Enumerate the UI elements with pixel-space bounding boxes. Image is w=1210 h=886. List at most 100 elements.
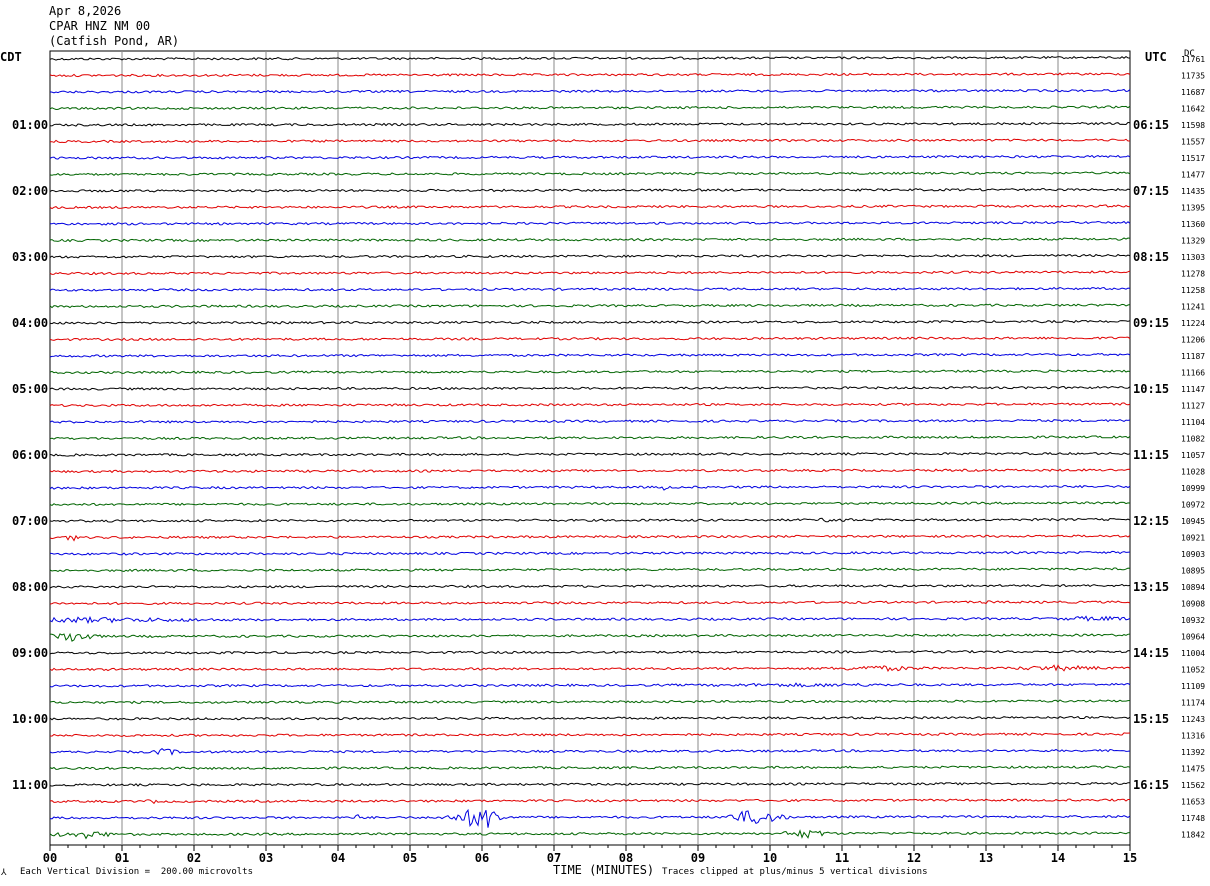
dc-value-label: 10908: [1181, 600, 1205, 609]
x-tick-label: 08: [619, 851, 633, 865]
left-time-label: 09:00: [12, 646, 48, 660]
dc-value-label: 11392: [1181, 748, 1205, 757]
trace-line: [49, 418, 1131, 424]
grid: [49, 50, 1131, 851]
trace-line: [49, 732, 1131, 738]
trace-line: [49, 600, 1131, 606]
dc-value-label: 11206: [1181, 336, 1205, 345]
dc-value-label: 11174: [1181, 699, 1205, 708]
trace-line: [49, 649, 1131, 655]
plot-frame: [49, 50, 1131, 846]
trace-line: [49, 567, 1131, 573]
left-timezone-label: CDT: [0, 50, 22, 64]
trace-line: [49, 220, 1131, 226]
trace-line: [49, 55, 1131, 61]
dc-value-label: 11303: [1181, 253, 1205, 262]
left-time-label: 06:00: [12, 448, 48, 462]
scale-note: Each Vertical Division = 200.00 microvol…: [20, 867, 253, 877]
x-tick-label: 09: [691, 851, 705, 865]
right-time-label: 15:15: [1133, 712, 1169, 726]
corner-mark: ⅄: [1, 868, 7, 878]
left-time-label: 07:00: [12, 514, 48, 528]
right-time-label: 11:15: [1133, 448, 1169, 462]
trace-line: [49, 468, 1131, 474]
trace-line: [49, 352, 1131, 358]
trace-line: [49, 632, 1131, 642]
dc-value-label: 11104: [1181, 418, 1205, 427]
left-time-label: 02:00: [12, 184, 48, 198]
dc-value-label: 11057: [1181, 451, 1205, 460]
x-tick-label: 13: [979, 851, 993, 865]
dc-value-label: 11052: [1181, 666, 1205, 675]
dc-value-label: 10895: [1181, 567, 1205, 576]
trace-line: [49, 550, 1131, 556]
trace-line: [49, 187, 1131, 193]
trace-line: [49, 782, 1131, 787]
dc-value-label: 11109: [1181, 682, 1205, 691]
trace-line: [49, 664, 1131, 672]
dc-value-label: 11028: [1181, 468, 1205, 477]
left-time-label: 11:00: [12, 778, 48, 792]
dc-value-label: 11147: [1181, 385, 1205, 394]
dc-value-label: 11598: [1181, 121, 1205, 130]
dc-value-label: 10964: [1181, 633, 1205, 642]
right-timezone-label: UTC: [1145, 50, 1167, 64]
x-tick-label: 00: [43, 851, 57, 865]
dc-value-label: 11243: [1181, 715, 1205, 724]
trace-line: [49, 286, 1131, 292]
dc-value-label: 11562: [1181, 781, 1205, 790]
x-tick-label: 01: [115, 851, 129, 865]
dc-value-label: 11395: [1181, 204, 1205, 213]
trace-line: [49, 237, 1131, 243]
dc-value-label: 11004: [1181, 649, 1205, 658]
dc-value-label: 11316: [1181, 732, 1205, 741]
left-time-label: 03:00: [12, 250, 48, 264]
left-time-label: 08:00: [12, 580, 48, 594]
station-label: CPAR HNZ NM 00: [49, 19, 151, 33]
x-axis-label: TIME (MINUTES): [553, 863, 655, 877]
right-time-label: 14:15: [1133, 646, 1169, 660]
x-tick-label: 11: [835, 851, 849, 865]
right-time-label: 09:15: [1133, 316, 1169, 330]
trace-line: [49, 808, 1131, 828]
right-time-label: 12:15: [1133, 514, 1169, 528]
trace-line: [49, 517, 1131, 523]
left-time-label: 01:00: [12, 118, 48, 132]
trace-line: [49, 534, 1131, 542]
dc-value-label: 11748: [1181, 814, 1205, 823]
dc-value-label: 10903: [1181, 550, 1205, 559]
dc-value-label: 10921: [1181, 534, 1205, 543]
trace-line: [49, 88, 1131, 94]
dc-value-label: 11687: [1181, 88, 1205, 97]
dc-value-label: 10945: [1181, 517, 1205, 526]
dc-value-label: 11517: [1181, 154, 1205, 163]
dc-value-label: 11642: [1181, 105, 1205, 114]
trace-line: [49, 484, 1131, 491]
trace-line: [49, 72, 1131, 78]
trace-line: [49, 154, 1131, 160]
dc-value-label: 11477: [1181, 171, 1205, 180]
dc-label: DC: [1184, 49, 1195, 59]
x-tick-label: 07: [547, 851, 561, 865]
trace-line: [49, 615, 1131, 625]
dc-value-label: 11127: [1181, 402, 1205, 411]
trace-line: [49, 171, 1131, 177]
x-tick-label: 05: [403, 851, 417, 865]
traces: [49, 55, 1131, 840]
dc-value-label: 11166: [1181, 369, 1205, 378]
trace-line: [49, 451, 1131, 457]
dc-value-label: 11653: [1181, 798, 1205, 807]
x-tick-label: 14: [1051, 851, 1065, 865]
trace-line: [49, 501, 1131, 507]
dc-value-label: 10999: [1181, 484, 1205, 493]
left-time-label: 05:00: [12, 382, 48, 396]
dc-value-label: 11842: [1181, 831, 1205, 840]
trace-line: [49, 270, 1131, 276]
right-time-label: 07:15: [1133, 184, 1169, 198]
trace-line: [49, 798, 1130, 805]
trace-line: [49, 369, 1131, 375]
dc-value-label: 11557: [1181, 138, 1205, 147]
left-time-label: 10:00: [12, 712, 48, 726]
trace-line: [49, 336, 1131, 342]
x-tick-label: 15: [1123, 851, 1137, 865]
